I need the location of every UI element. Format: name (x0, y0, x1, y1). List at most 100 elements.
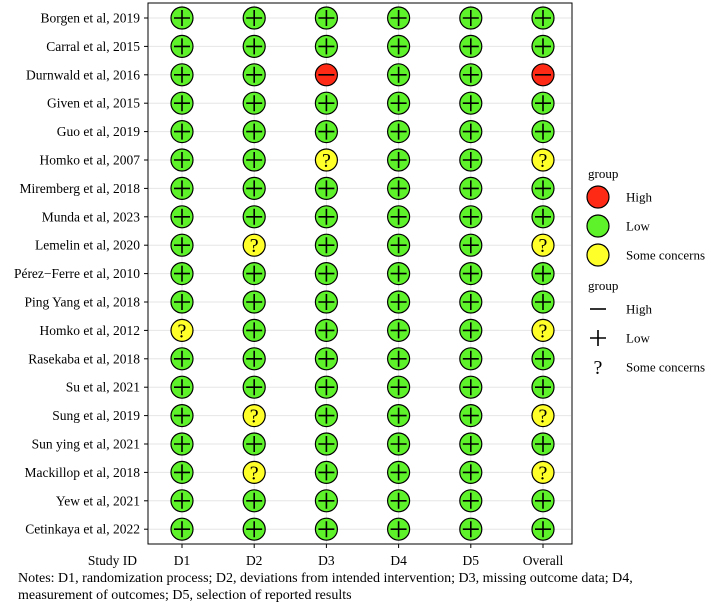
judgement-cell (314, 6, 338, 30)
plus-icon (390, 322, 407, 339)
judgement-cell (242, 205, 266, 229)
plus-icon (390, 10, 407, 26)
plus-icon (174, 521, 190, 538)
judgement-dot (531, 318, 555, 342)
plus-icon (174, 237, 190, 254)
plus-icon (535, 379, 551, 396)
judgement-cell (387, 318, 411, 342)
plus-icon (390, 379, 407, 396)
judgement-cell (387, 375, 411, 399)
plus-icon (462, 464, 479, 481)
judgement-cell (314, 489, 338, 513)
judgement-cell (314, 205, 338, 229)
plus-icon (246, 322, 263, 339)
judgement-cell (531, 176, 555, 200)
judgement-cell (242, 262, 266, 286)
plus-icon (246, 208, 263, 225)
judgement-cell (531, 63, 555, 87)
plus-icon (462, 322, 479, 339)
judgement-cell (314, 176, 338, 200)
plus-icon (462, 180, 479, 197)
legend-title: group (588, 278, 618, 293)
judgement-cell (459, 120, 483, 144)
plus-icon (318, 38, 335, 55)
legend-label: High (626, 190, 653, 205)
judgement-cell (170, 63, 194, 87)
judgement-cell (170, 404, 194, 428)
judgement-cell (170, 517, 194, 541)
question-icon: ? (178, 320, 187, 342)
plus-icon (174, 265, 190, 282)
plus-icon (246, 123, 263, 140)
judgement-cell (242, 63, 266, 87)
judgement-cell (242, 120, 266, 144)
plus-icon (535, 208, 551, 225)
legend-entry: High (586, 185, 653, 209)
judgement-cell (242, 148, 266, 172)
judgement-cell (242, 347, 266, 371)
judgement-cell: ? (314, 148, 338, 172)
judgement-cell (314, 34, 338, 59)
study-label: Sung et al, 2019 (52, 408, 140, 423)
judgement-cell (387, 460, 411, 484)
judgement-cell (531, 489, 555, 513)
judgement-cell (170, 6, 194, 30)
judgement-cell: ? (242, 404, 266, 428)
judgement-cell (387, 489, 411, 513)
plus-icon (318, 237, 335, 254)
judgement-cell (459, 404, 483, 428)
judgement-cell (387, 120, 411, 144)
plus-icon (246, 10, 263, 26)
plus-icon (462, 95, 479, 112)
plus-icon (390, 436, 407, 452)
plus-icon (535, 350, 551, 367)
study-label: Su et al, 2021 (66, 380, 140, 395)
plus-icon (462, 152, 479, 168)
judgement-cell (314, 347, 338, 371)
question-icon: ? (539, 462, 548, 484)
judgement-cell (459, 318, 483, 342)
study-label: Homko et al, 2007 (40, 153, 141, 168)
plus-icon (318, 436, 335, 452)
judgement-dot (531, 148, 555, 172)
judgement-cell (387, 91, 411, 115)
plus-icon (462, 66, 479, 83)
plus-icon (390, 265, 407, 282)
judgement-cell (387, 290, 411, 314)
study-label: Borgen et al, 2019 (41, 11, 141, 26)
legend-label: Low (626, 219, 650, 234)
plus-icon (246, 294, 263, 310)
domain-label: D1 (174, 553, 191, 568)
judgement-cell (170, 91, 194, 115)
plus-icon (318, 322, 335, 339)
question-icon: ? (539, 320, 548, 342)
study-label: Munda et al, 2023 (42, 209, 140, 224)
judgement-cell (242, 91, 266, 115)
judgement-cell (459, 63, 483, 87)
plus-icon (246, 152, 263, 168)
question-icon: ? (539, 150, 548, 172)
plus-icon (246, 66, 263, 83)
legend-label: Low (626, 331, 650, 346)
plus-icon (390, 180, 407, 197)
judgement-cell: ? (170, 318, 194, 342)
judgement-cell (242, 6, 266, 30)
plus-icon (390, 464, 407, 481)
plus-icon (462, 208, 479, 225)
judgement-dot (531, 460, 555, 484)
plus-icon (318, 492, 335, 509)
study-label: Carral et al, 2015 (46, 39, 140, 54)
judgement-cell (170, 34, 194, 59)
plus-icon (318, 95, 335, 112)
legend-swatch (586, 214, 610, 238)
judgement-cell (170, 148, 194, 172)
plus-icon (174, 436, 190, 452)
plus-icon (462, 379, 479, 396)
domain-label: D5 (463, 553, 480, 568)
judgement-cell (459, 517, 483, 541)
plus-icon (462, 38, 479, 55)
judgement-cell (242, 176, 266, 200)
legend-shape: group High Low? Some concerns (588, 278, 705, 379)
judgement-cell (459, 148, 483, 172)
judgement-cell (314, 432, 338, 456)
